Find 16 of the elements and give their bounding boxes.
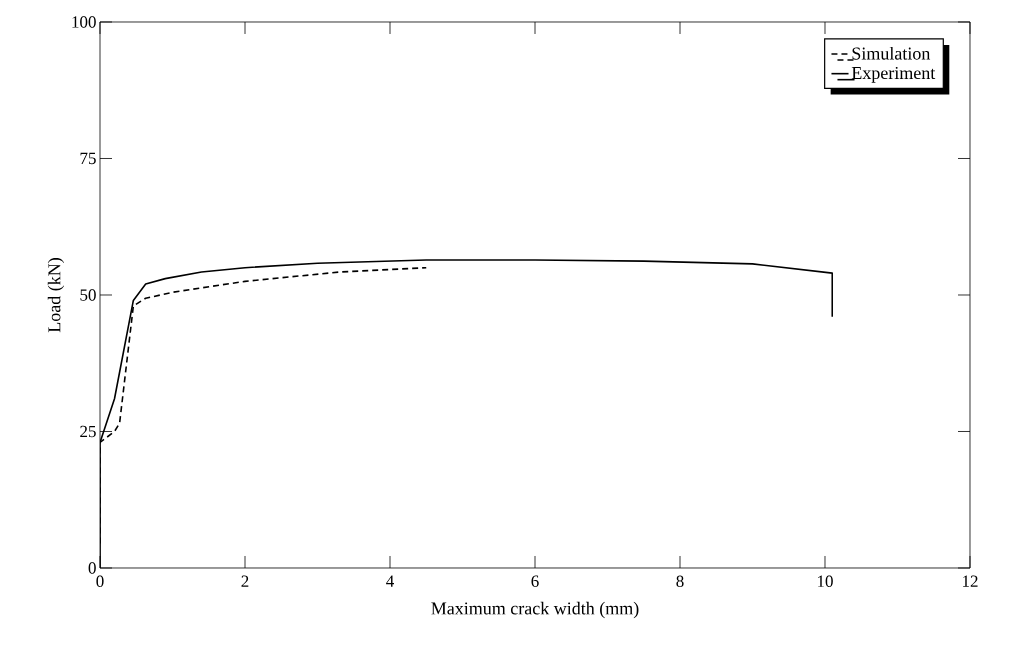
y-tick-label: 50 [80,289,96,301]
legend-label: Simulation [852,46,931,60]
legend-label: Experiment [851,66,936,83]
x-tick-label: 8 [676,575,684,587]
x-tick-label: 4 [386,575,394,587]
x-tick-label: 0 [96,575,104,587]
x-tick-label: 2 [241,575,249,587]
y-axis-title: Load (kN) [47,258,65,333]
x-tick-label: 12 [962,575,978,587]
y-tick-label: 75 [80,152,96,165]
x-tick-label: 6 [531,575,539,587]
y-tick-label: 100 [72,16,96,28]
y-tick-label: 25 [80,425,96,438]
x-axis-title: Maximum crack width (mm) [431,601,639,619]
x-tick-label: 10 [817,575,833,587]
y-tick-label: 0 [88,562,96,574]
